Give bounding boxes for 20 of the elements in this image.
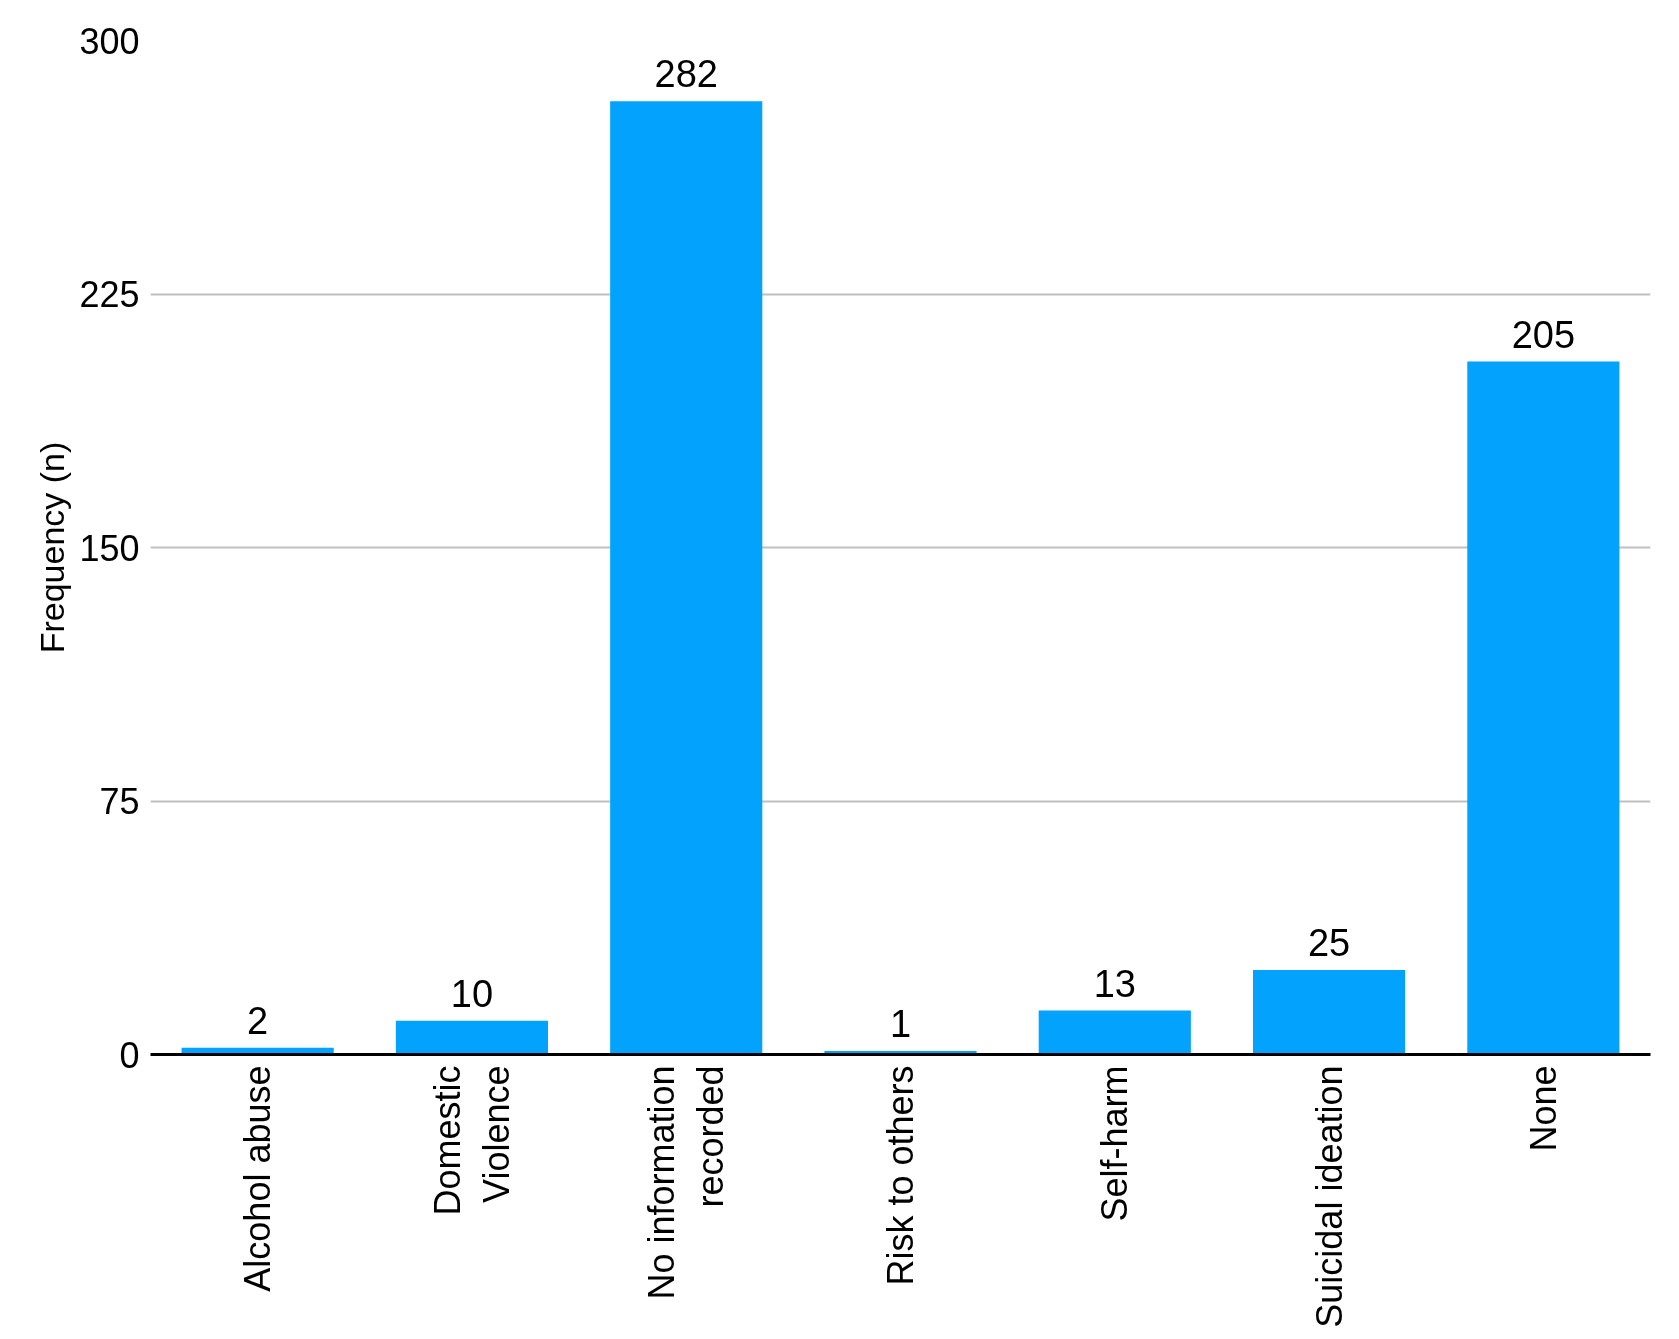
y-tick-label: 75 [99,781,140,822]
x-tick-label: None [1522,1065,1564,1152]
y-tick-label: 150 [79,527,140,569]
data-label: 25 [1307,922,1351,964]
data-label: 1 [889,1003,912,1046]
data-label: 13 [1093,962,1136,1005]
data-label: 205 [1511,313,1576,356]
x-tick-label: Self-harm [1094,1065,1136,1222]
y-axis-title: Frequency (n) [33,441,72,654]
x-tick-label: No information recorded [641,1065,732,1300]
y-tick-label: 300 [79,20,140,62]
x-tick-label: Suicidal ideation [1308,1065,1350,1328]
y-tick-label: 0 [119,1034,140,1076]
y-tick-label: 225 [79,274,140,315]
x-tick-label: Domestic Violence [426,1065,518,1216]
data-label: 2 [247,999,269,1042]
x-tick-label: Alcohol abuse [237,1065,279,1292]
x-tick-label: Risk to others [880,1065,921,1286]
data-label: 282 [654,53,718,96]
data-label: 10 [450,972,494,1015]
